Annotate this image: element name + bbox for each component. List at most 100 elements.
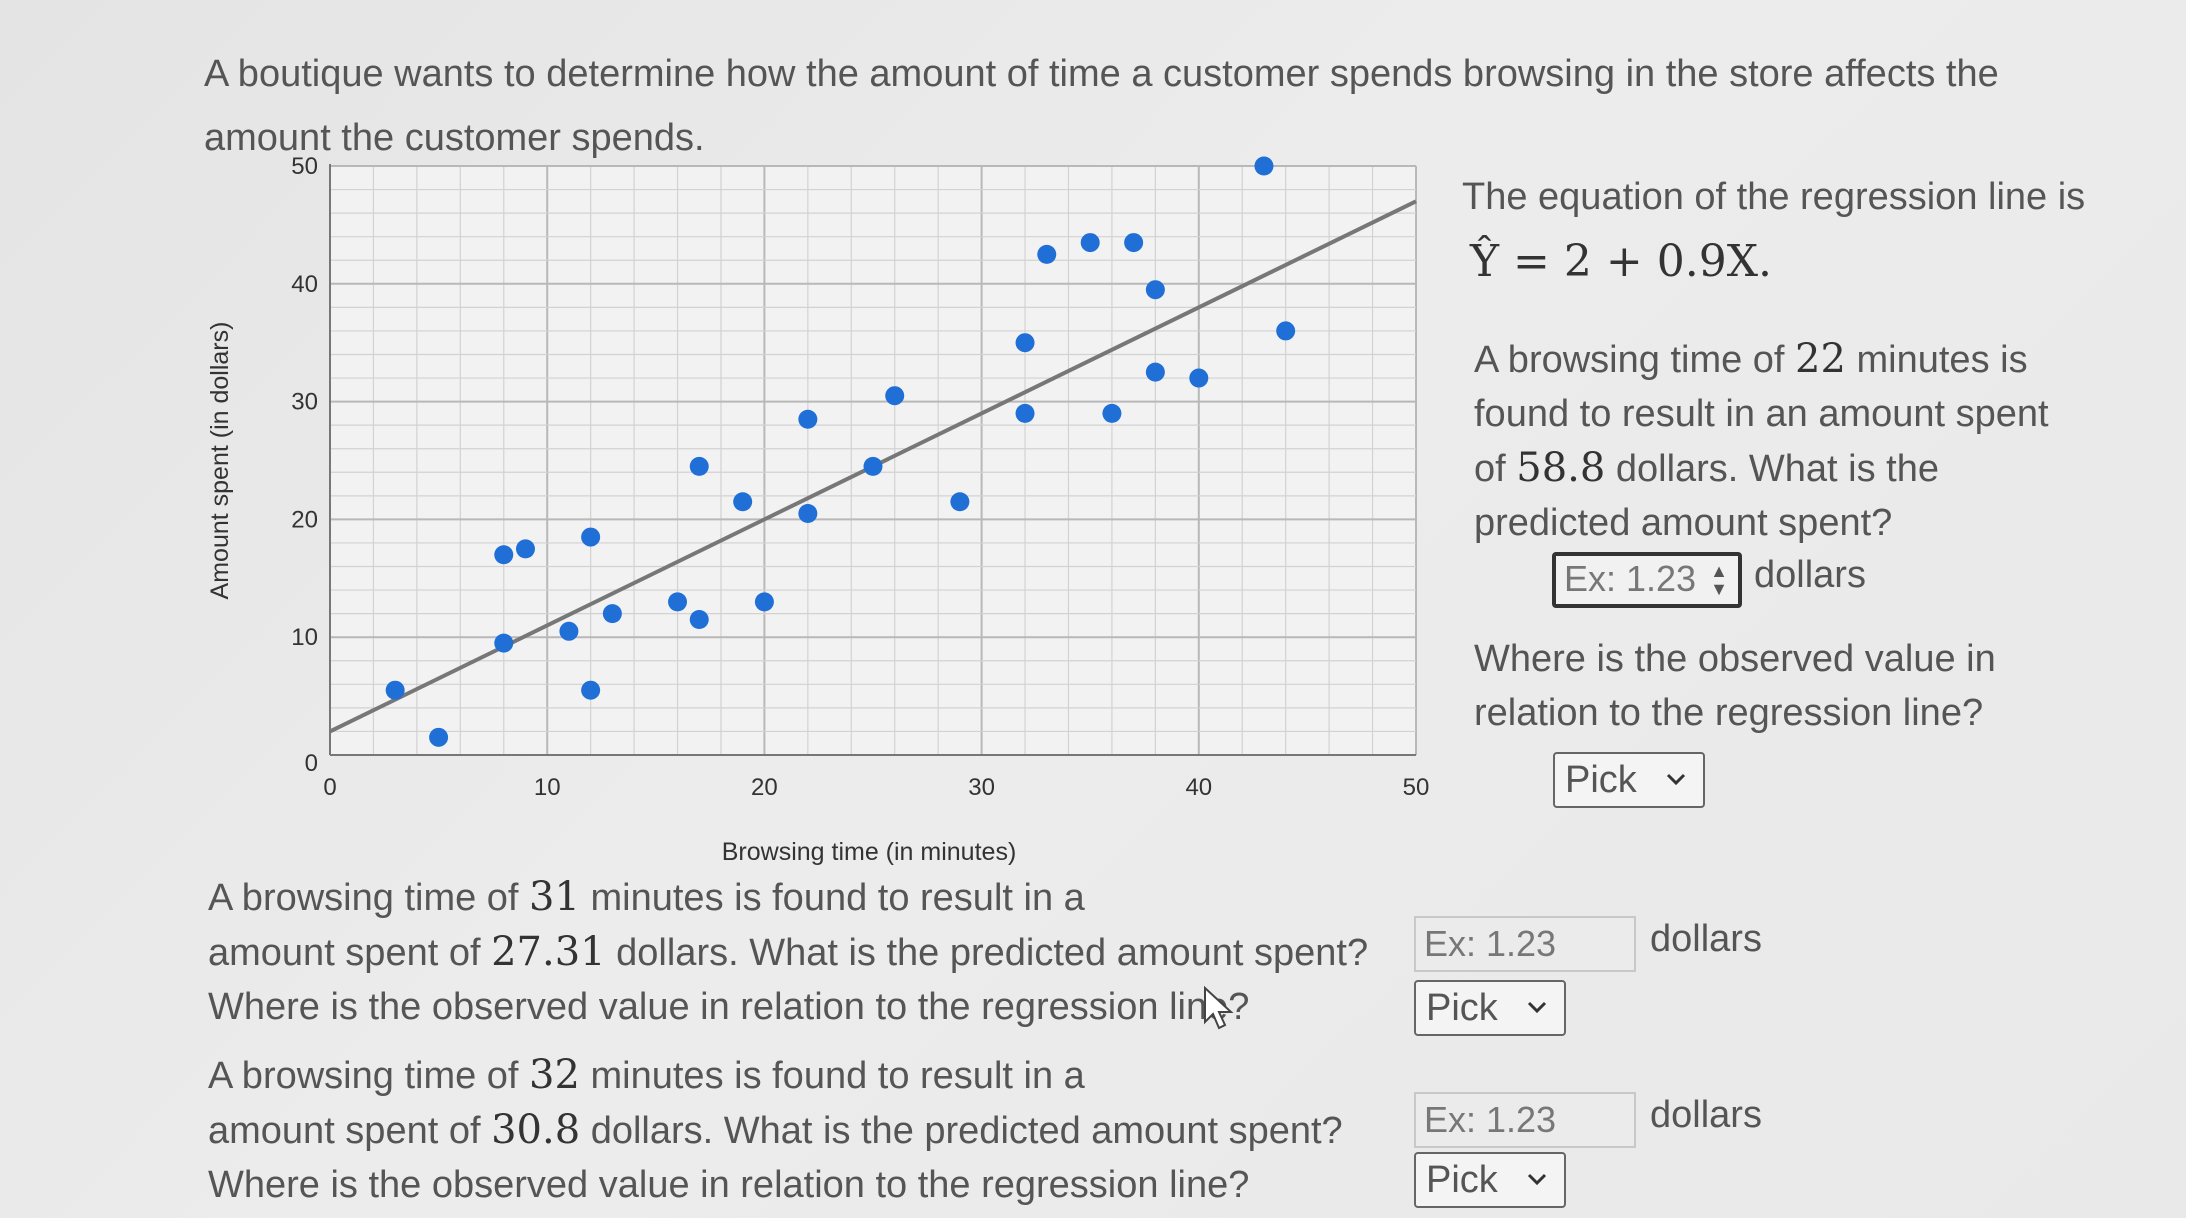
data-point	[1254, 156, 1274, 176]
data-point	[1015, 403, 1035, 423]
q1-t2: minutes is	[1845, 339, 2028, 381]
q2-unit: dollars	[1650, 918, 1762, 960]
q1-time: 22	[1795, 336, 1846, 382]
q3-t1: A browsing time of	[208, 1055, 530, 1097]
q1-text: A browsing time of 22 minutes is found t…	[1474, 332, 2114, 550]
q1-t3: found to result in an amount spent	[1474, 393, 2049, 435]
chevron-down-icon	[1527, 1173, 1547, 1186]
data-point	[689, 610, 709, 630]
q1-where-2: relation to the regression line?	[1474, 692, 1984, 734]
chevron-down-icon	[1666, 773, 1686, 786]
y-hat: Ŷ	[1470, 236, 1500, 287]
data-point	[515, 539, 535, 559]
equation-end: .	[1758, 236, 1773, 287]
data-point	[1276, 321, 1296, 341]
q1-t1: A browsing time of	[1474, 339, 1796, 381]
q1-t4: of	[1474, 448, 1517, 490]
q2-text: A browsing time of 31 minutes is found t…	[208, 870, 1408, 1034]
data-point	[733, 492, 753, 512]
y-axis-label: Amount spent (in dollars)	[206, 322, 234, 600]
data-point	[1080, 233, 1100, 253]
q2-select-value: Pick	[1426, 987, 1498, 1029]
x-tick-label: 20	[751, 774, 778, 801]
q1-t6: predicted amount spent?	[1474, 502, 1893, 544]
q3-predicted-input[interactable]: Ex: 1.23	[1414, 1092, 1636, 1148]
equation-intro: The equation of the regression line is	[1462, 176, 2086, 218]
scatter-plot: 0 10 20 30 40 50 0 10 20 30 40 50 Browsing time (in …	[206, 153, 1430, 866]
data-point	[1015, 333, 1035, 353]
x-axis-label: Browsing time (in minutes)	[722, 838, 1017, 866]
q1-predicted-input[interactable]: Ex: 1.23 ▲ ▼	[1552, 552, 1742, 608]
intro-line-1: A boutique wants to determine how the am…	[204, 53, 1999, 95]
q2-relation-select[interactable]: Pick	[1414, 980, 1566, 1036]
q2-t3: amount spent of	[208, 932, 492, 974]
q3-t3: amount spent of	[208, 1110, 492, 1152]
data-point	[602, 604, 622, 624]
data-point	[581, 680, 601, 700]
spinner-icon[interactable]: ▲ ▼	[1710, 561, 1728, 599]
data-point	[668, 592, 688, 612]
q3-relation-select[interactable]: Pick	[1414, 1152, 1566, 1208]
q2-amount: 27.31	[491, 929, 606, 975]
x-tick-label: 30	[968, 774, 995, 801]
data-point	[429, 727, 449, 747]
x-tick-label: 0	[323, 774, 336, 801]
data-point	[581, 527, 601, 547]
data-point	[1037, 244, 1057, 264]
q3-time: 32	[529, 1052, 580, 1098]
q1-t5: dollars. What is the	[1605, 448, 1939, 490]
y-tick-label: 10	[291, 624, 318, 651]
q3-where: Where is the observed value in relation …	[208, 1164, 1250, 1206]
q2-where: Where is the observed value in relation …	[208, 986, 1250, 1028]
data-point	[950, 492, 970, 512]
q1-amount: 58.8	[1516, 445, 1606, 491]
q3-t4: dollars. What is the predicted amount sp…	[580, 1110, 1343, 1152]
q1-select-value: Pick	[1565, 759, 1637, 801]
mouse-cursor-icon	[1204, 986, 1234, 1030]
x-tick-label: 50	[1403, 774, 1430, 801]
q2-placeholder: Ex: 1.23	[1424, 923, 1557, 964]
y-tick-label: 20	[291, 506, 318, 533]
q1-relation-select[interactable]: Pick	[1553, 752, 1705, 808]
q1-unit: dollars	[1754, 554, 1866, 596]
data-point	[1102, 403, 1122, 423]
data-point	[689, 456, 709, 476]
q3-t2: minutes is found to result in a	[579, 1055, 1085, 1097]
q3-unit: dollars	[1650, 1094, 1762, 1136]
data-point	[798, 409, 818, 429]
data-point	[1145, 362, 1165, 382]
data-point	[754, 592, 774, 612]
q3-placeholder: Ex: 1.23	[1424, 1099, 1557, 1140]
q2-t2: minutes is found to result in a	[579, 877, 1085, 919]
y-tick-label: 50	[291, 153, 318, 180]
data-point	[885, 386, 905, 406]
x-tick-label: 10	[534, 774, 561, 801]
data-point	[863, 456, 883, 476]
y-tick-label: 0	[305, 750, 318, 777]
q2-t4: dollars. What is the predicted amount sp…	[605, 932, 1369, 974]
y-tick-label: 30	[291, 389, 318, 416]
data-point	[798, 504, 818, 524]
data-point	[1124, 233, 1144, 253]
equation-rhs: = 2 + 0.9X	[1499, 236, 1759, 287]
q3-text: A browsing time of 32 minutes is found t…	[208, 1048, 1408, 1212]
chevron-down-icon	[1527, 1001, 1547, 1014]
data-point	[1145, 280, 1165, 300]
y-tick-label: 40	[291, 271, 318, 298]
q3-select-value: Pick	[1426, 1159, 1498, 1201]
data-point	[559, 621, 579, 641]
data-point	[385, 680, 405, 700]
data-point	[494, 633, 514, 653]
x-tick-label: 40	[1185, 774, 1212, 801]
q2-predicted-input[interactable]: Ex: 1.23	[1414, 916, 1636, 972]
q1-placeholder: Ex: 1.23	[1564, 558, 1697, 599]
data-point	[494, 545, 514, 565]
q2-time: 31	[529, 874, 580, 920]
problem-intro: A boutique wants to determine how the am…	[204, 42, 2024, 170]
intro-line-2: amount the customer spends.	[204, 117, 705, 159]
q1-where: Where is the observed value in relation …	[1474, 632, 2114, 740]
q2-t1: A browsing time of	[208, 877, 530, 919]
q1-where-1: Where is the observed value in	[1474, 638, 1996, 680]
data-point	[1189, 368, 1209, 388]
regression-equation: Ŷ = 2 + 0.9X.	[1470, 236, 1772, 287]
